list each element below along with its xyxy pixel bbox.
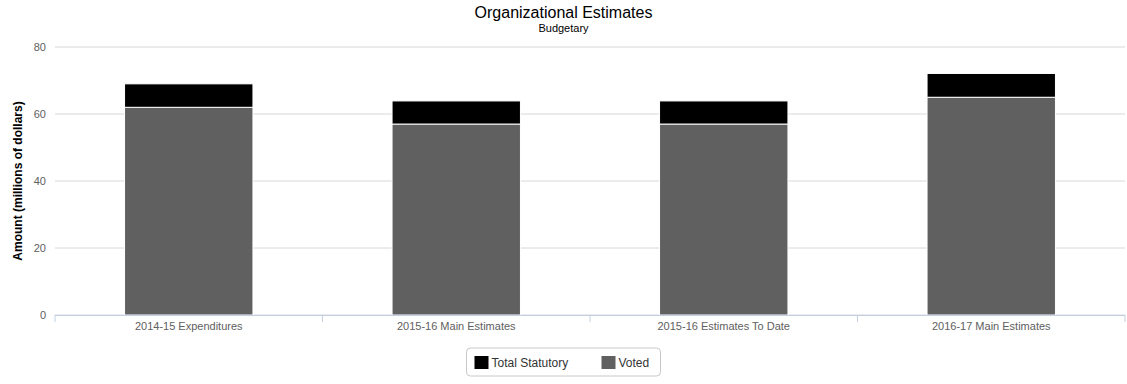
x-tick-label: 2014-15 Expenditures <box>135 320 243 332</box>
legend: Total Statutory Voted <box>467 348 661 376</box>
bar <box>660 124 788 315</box>
title: Organizational Estimates <box>475 4 653 21</box>
bar <box>125 107 253 315</box>
bars <box>125 73 1056 315</box>
x-tick-label: 2015-16 Estimates To Date <box>658 320 790 332</box>
y-tick-label: 80 <box>34 41 46 53</box>
legend-label: Total Statutory <box>492 356 569 370</box>
bar <box>125 84 253 107</box>
legend-box <box>467 348 661 376</box>
y-tick-label: 40 <box>34 175 46 187</box>
y-tick-label: 0 <box>40 309 46 321</box>
x-tick <box>590 315 591 322</box>
legend-swatch <box>602 356 616 369</box>
subtitle: Budgetary <box>538 22 589 34</box>
bar <box>392 101 520 124</box>
x-tick-label: 2015-16 Main Estimates <box>397 320 516 332</box>
bar <box>927 73 1055 97</box>
x-tick <box>322 315 323 322</box>
bar <box>392 124 520 315</box>
y-axis-label: Amount (millions of dollars) <box>11 101 25 260</box>
bar <box>927 97 1055 315</box>
y-tick-label: 20 <box>34 242 46 254</box>
legend-label: Voted <box>619 356 650 370</box>
legend-swatch <box>475 356 489 369</box>
x-tick <box>55 315 56 322</box>
x-tick <box>857 315 858 322</box>
grid-line <box>55 47 1125 48</box>
x-tick-label: 2016-17 Main Estimates <box>932 320 1051 332</box>
x-tick <box>1125 315 1126 322</box>
chart: Organizational EstimatesBudgetary Amount … <box>0 0 1127 384</box>
bar <box>660 101 788 124</box>
y-tick-label: 60 <box>34 108 46 120</box>
